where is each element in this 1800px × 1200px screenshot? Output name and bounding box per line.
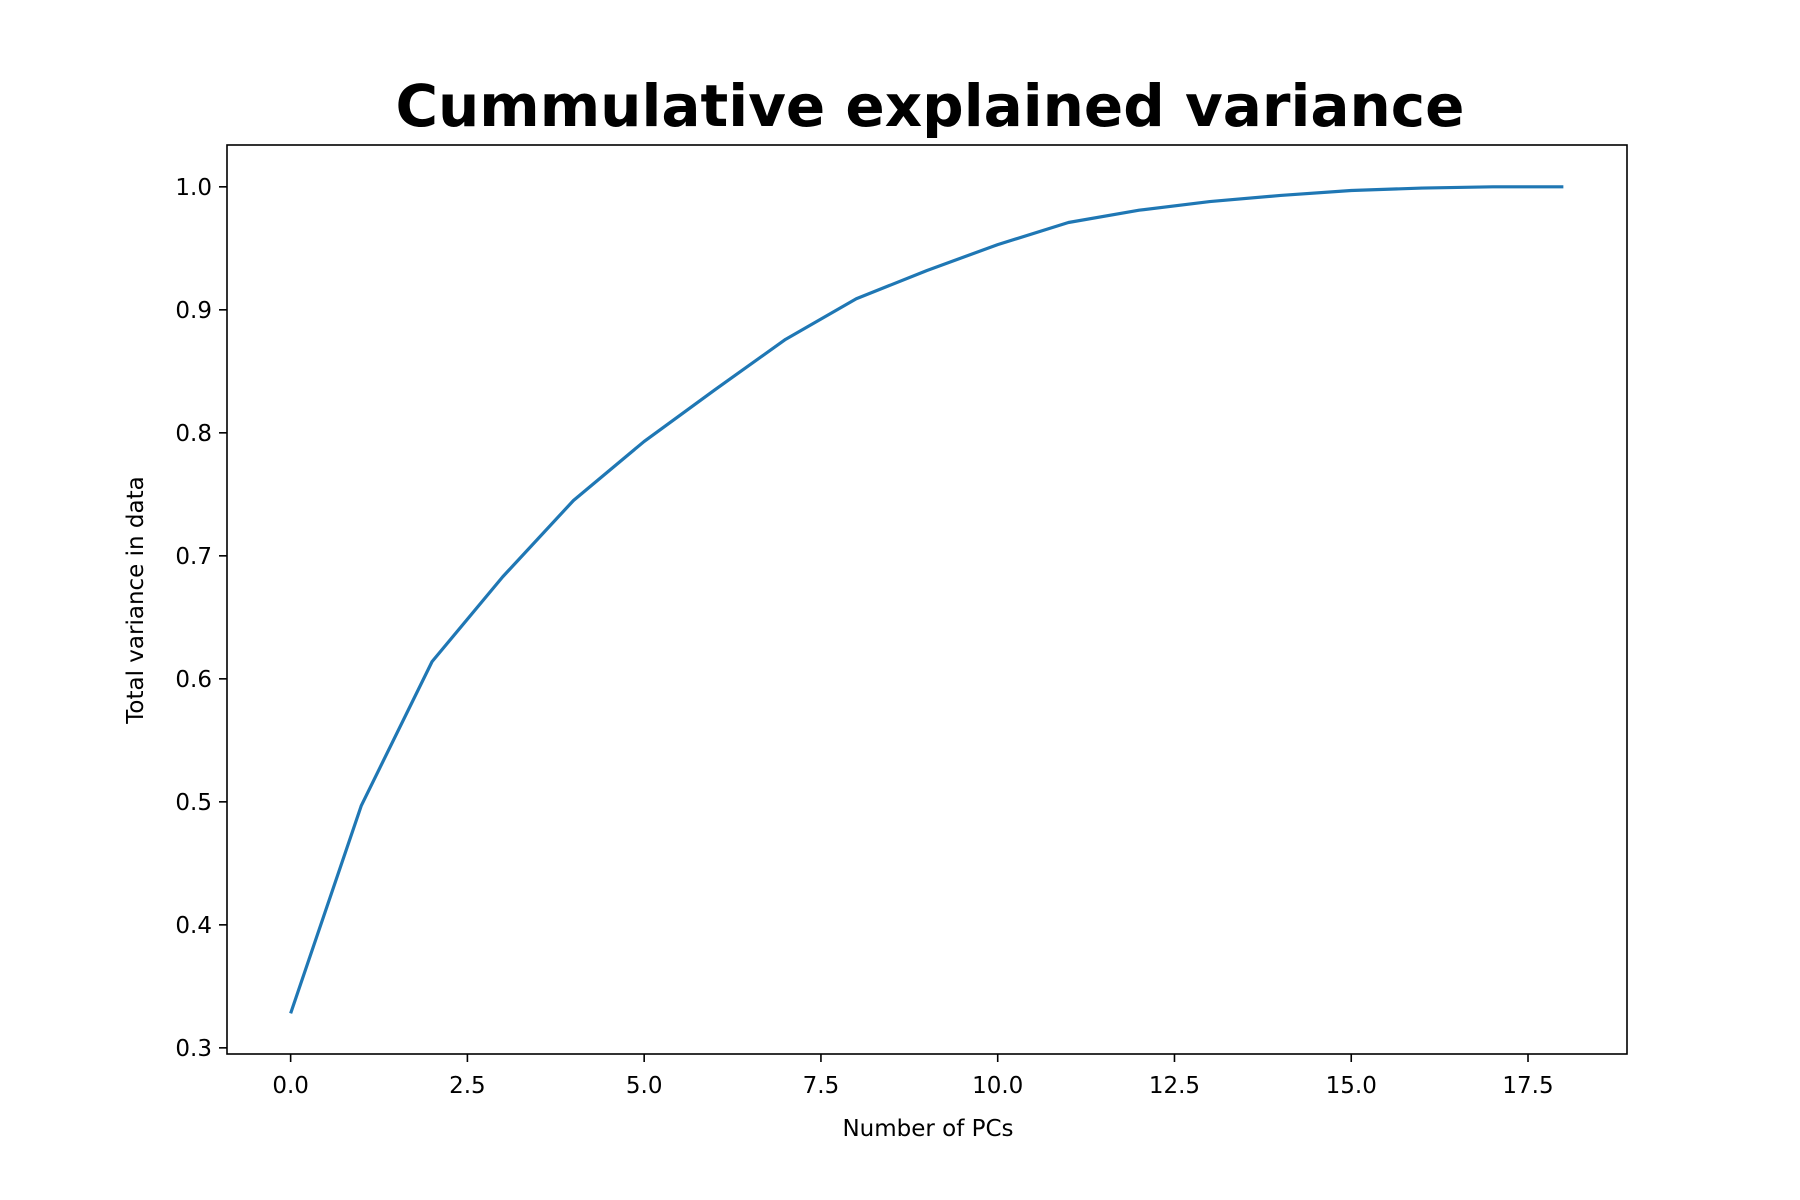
x-tick-label: 17.5 [1502,1073,1553,1099]
x-tick-label: 10.0 [972,1073,1023,1099]
y-tick-label: 0.7 [175,544,212,570]
y-axis-ticks: 0.3 0.4 0.5 0.6 0.7 0.8 0.9 1.0 [175,175,227,1062]
y-tick-label: 0.9 [175,298,212,324]
chart-title: Cummulative explained variance [395,72,1464,140]
y-axis-label: Total variance in data [123,476,149,724]
series-layer [289,185,1564,1014]
plot-area-frame [226,144,1628,1055]
x-tick-label: 7.5 [803,1073,840,1099]
y-tick-label: 0.3 [175,1036,212,1062]
x-tick-label: 2.5 [449,1073,486,1099]
x-tick-label: 5.0 [626,1073,663,1099]
y-tick-label: 0.4 [175,913,212,939]
x-axis-label: Number of PCs [842,1116,1013,1142]
x-axis-ticks: 0.0 2.5 5.0 7.5 10.0 12.5 15.0 17.5 [272,1054,1554,1099]
y-tick-label: 0.5 [175,790,212,816]
x-tick-label: 0.0 [272,1073,309,1099]
x-tick-label: 12.5 [1149,1073,1200,1099]
y-tick-label: 0.6 [175,667,212,693]
y-tick-label: 0.8 [175,421,212,447]
x-tick-label: 15.0 [1326,1073,1377,1099]
y-tick-label: 1.0 [175,175,212,201]
